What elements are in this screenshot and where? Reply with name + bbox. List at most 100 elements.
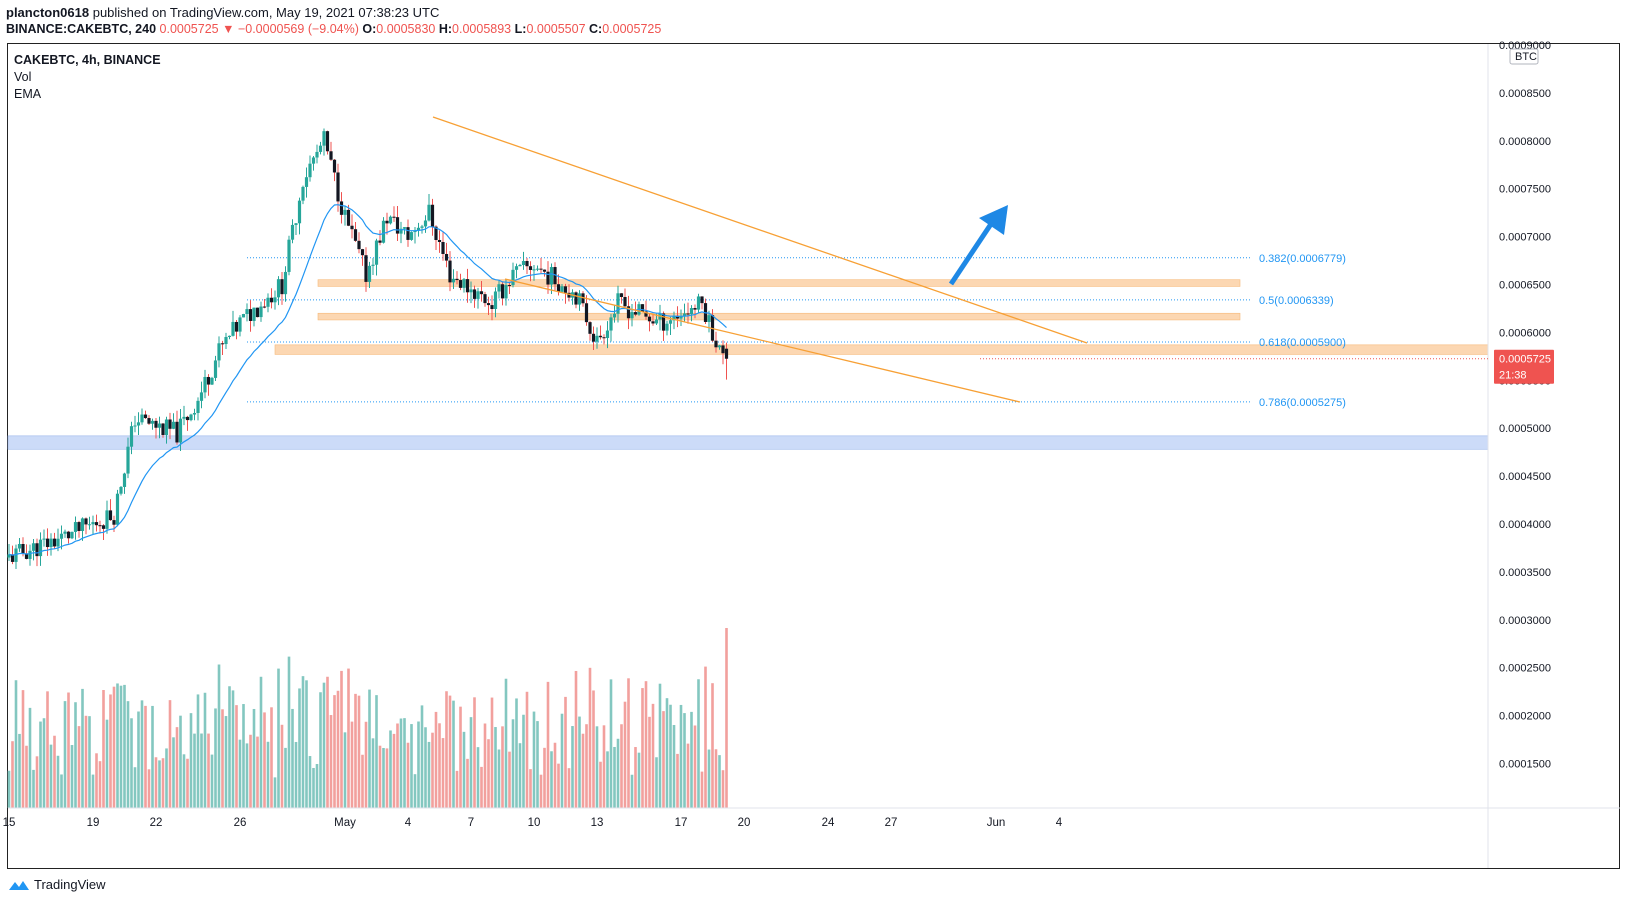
volume-bar: [133, 767, 137, 808]
volume-bar: [627, 678, 630, 808]
candle-body: [234, 321, 239, 332]
candle-body: [640, 304, 645, 312]
candle-body: [112, 520, 116, 525]
volume-bar: [329, 715, 333, 808]
legend-volume[interactable]: Vol: [14, 70, 32, 84]
volume-bar: [161, 758, 165, 808]
candle-body: [609, 317, 613, 331]
candle-body: [591, 333, 596, 342]
candle-body: [511, 269, 515, 286]
price-tick: 0.0003500: [1499, 567, 1551, 579]
candle-body: [280, 279, 284, 295]
price-tick: 0.0002500: [1499, 663, 1551, 675]
volume-bar: [700, 771, 704, 808]
volume-bar: [60, 774, 63, 808]
volume-bar: [189, 713, 193, 808]
volume-bar: [721, 770, 725, 808]
candle-body: [238, 317, 242, 332]
volume-bar: [602, 725, 606, 808]
volume-bar: [168, 700, 172, 808]
volume-bar: [49, 744, 53, 808]
candle-body: [171, 421, 176, 429]
fib-label-1: 0.5(0.0006339): [1259, 295, 1334, 307]
fib-label-2: 0.618(0.0005900): [1259, 337, 1346, 349]
volume-bar: [389, 730, 392, 808]
volume-bar: [277, 668, 280, 808]
volume-bar: [263, 712, 266, 808]
footer-brand[interactable]: TradingView: [34, 877, 106, 892]
volume-bar: [641, 688, 644, 808]
volume-bar: [144, 705, 147, 808]
candle-body: [287, 239, 291, 272]
volume-bar: [396, 723, 399, 808]
candle-body: [318, 145, 323, 152]
candle-body: [493, 291, 498, 309]
volume-bar: [21, 690, 25, 808]
volume-bar: [196, 694, 200, 808]
volume-bar: [126, 701, 130, 808]
candle-body: [598, 335, 603, 338]
candle-body: [42, 538, 46, 540]
volume-bar: [679, 704, 683, 808]
volume-bar: [662, 711, 665, 808]
volume-bar: [581, 733, 585, 808]
candle-body: [717, 345, 722, 348]
resistance-zone-1: [317, 279, 1241, 287]
legend-title[interactable]: CAKEBTC, 4h, BINANCE: [14, 53, 161, 67]
time-tick: 26: [234, 817, 247, 829]
volume-bar: [592, 690, 595, 808]
volume-bar: [67, 692, 70, 808]
unit-badge-box: [1509, 48, 1539, 65]
volume-bar: [455, 770, 459, 808]
candle-body: [696, 296, 701, 310]
volume-bar: [291, 708, 294, 808]
volume-bar: [259, 676, 263, 808]
price-tick: 0.0006000: [1499, 327, 1551, 339]
volume-bar: [154, 757, 158, 808]
volume-bar: [697, 679, 700, 808]
time-tick: 22: [150, 817, 163, 829]
unit-badge-text: BTC: [1515, 51, 1537, 63]
volume-bar: [448, 695, 452, 808]
candle-body: [378, 240, 382, 243]
candle-body: [560, 286, 564, 292]
candle-body: [276, 279, 281, 298]
candle-body: [101, 525, 106, 529]
volume-bar: [431, 732, 434, 808]
volume-bar: [46, 691, 49, 808]
candle-body: [164, 419, 169, 435]
volume-bar: [543, 747, 546, 808]
price-tick: 0.0001500: [1499, 759, 1551, 771]
candle-body: [707, 315, 711, 322]
author-name[interactable]: plancton0618: [6, 5, 90, 20]
volume-bar: [109, 694, 112, 808]
candle-body: [469, 289, 473, 293]
volume-bar: [529, 769, 532, 808]
volume-bar: [686, 743, 690, 808]
volume-bar: [35, 756, 39, 808]
candle-body: [339, 201, 344, 215]
candle-body: [476, 291, 480, 299]
price-tick: 0.0005000: [1499, 423, 1551, 435]
candle-body: [168, 419, 172, 429]
volume-bar: [480, 766, 483, 808]
volume-bar: [669, 704, 672, 808]
volume-bar: [693, 725, 697, 808]
published-text: published on TradingView.com, May 19, 20…: [92, 5, 440, 20]
volume-bar: [252, 708, 256, 808]
candle-body: [623, 297, 627, 307]
candle-body: [63, 531, 67, 534]
breakout-arrow-head-icon: [979, 205, 1008, 235]
candle-body: [199, 392, 204, 401]
volume-bar: [378, 745, 382, 808]
candle-body: [416, 227, 421, 231]
legend-ema[interactable]: EMA: [14, 87, 42, 101]
candle-body: [196, 400, 200, 413]
volume-bar: [532, 711, 536, 808]
volume-bar: [301, 676, 305, 808]
candle-body: [721, 345, 725, 354]
candle-body: [14, 548, 18, 562]
footer: TradingView: [8, 877, 106, 892]
volume-bar: [231, 690, 235, 808]
